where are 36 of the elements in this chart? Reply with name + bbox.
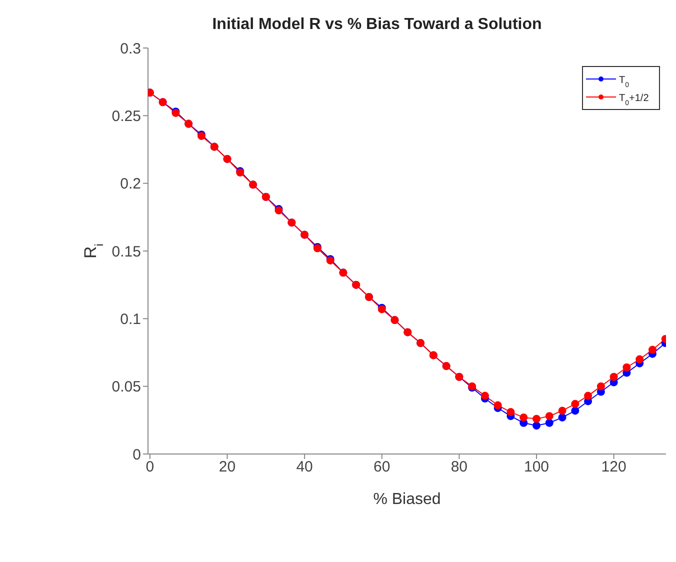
x-tick-label: 40 <box>296 458 313 476</box>
x-tick-label: 120 <box>601 458 626 476</box>
point <box>558 413 566 422</box>
point <box>545 418 554 427</box>
x-tick-label: 0 <box>146 458 154 476</box>
x-axis-title: % Biased <box>373 491 441 508</box>
y-tick-label: 0.1 <box>120 310 141 328</box>
y-tick-label: 0.2 <box>120 176 141 193</box>
point <box>532 414 540 423</box>
point <box>506 408 515 416</box>
point <box>648 346 656 354</box>
y-tick-label: 0 <box>132 446 141 464</box>
legend-label: T$_{0}$ <box>619 75 630 88</box>
point <box>571 400 580 408</box>
point <box>480 392 489 400</box>
point <box>520 413 528 422</box>
y-tick-label: 0.25 <box>112 108 141 125</box>
point <box>584 392 592 400</box>
x-tick-label: 80 <box>450 458 468 476</box>
legend-label: T$_{0}$+1/2 <box>619 93 650 106</box>
x-tick-label: 20 <box>218 458 236 476</box>
x-tick-label: 60 <box>374 458 390 476</box>
point <box>636 355 644 364</box>
chart-title: Initial Model R vs % Bias Toward a Solution <box>211 16 543 34</box>
point <box>532 422 540 430</box>
point <box>571 406 580 415</box>
x-tick-label: 100 <box>524 458 550 476</box>
point <box>545 412 554 420</box>
point <box>494 401 502 410</box>
point <box>622 363 631 372</box>
y-tick-label: 0.3 <box>120 40 141 58</box>
point <box>596 382 605 390</box>
y-tick-label: 0.15 <box>112 243 141 260</box>
point <box>610 372 618 381</box>
point <box>558 406 566 415</box>
y-tick-label: 0.05 <box>112 378 141 396</box>
